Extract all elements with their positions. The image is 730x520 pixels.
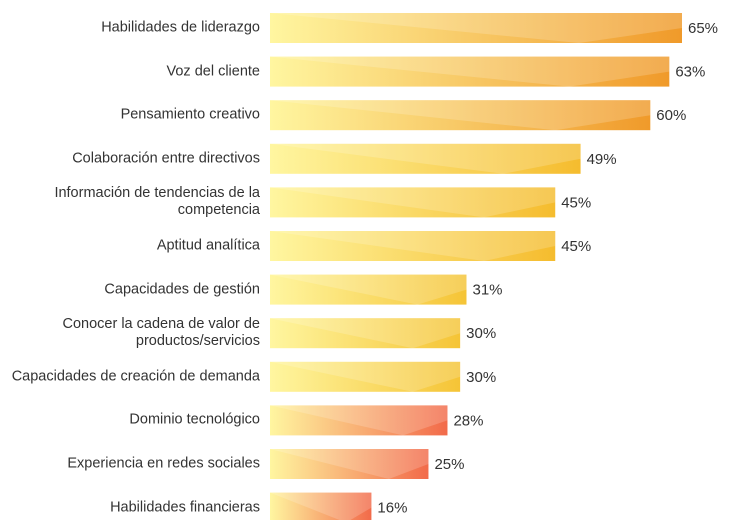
category-label: Experiencia en redes sociales	[67, 455, 260, 472]
value-label: 63%	[675, 64, 705, 81]
bar	[270, 56, 670, 87]
category-label: Voz del cliente	[166, 63, 260, 80]
bar-shine	[270, 492, 372, 520]
category-label: Aptitud analítica	[156, 237, 260, 254]
bar-shine	[270, 274, 467, 305]
value-label: 30%	[466, 369, 496, 386]
bar	[270, 449, 429, 479]
value-label: 49%	[587, 151, 617, 168]
bar-shine	[270, 143, 581, 174]
bar	[270, 187, 556, 218]
value-label: 16%	[377, 500, 407, 517]
value-label: 25%	[434, 456, 464, 473]
bar	[270, 13, 682, 43]
value-label: 45%	[561, 194, 591, 211]
bar-shine	[270, 361, 461, 392]
bar	[270, 492, 372, 520]
bar	[270, 100, 651, 131]
category-label: Capacidades de creación de demanda	[11, 368, 260, 385]
bar	[270, 231, 556, 261]
bar-shine	[270, 56, 670, 87]
bar	[270, 274, 467, 305]
value-label: 60%	[656, 107, 686, 124]
bar	[270, 318, 461, 349]
category-label: Capacidades de gestión	[104, 281, 260, 298]
bar	[270, 143, 581, 174]
category-label: Información de tendencias de la competen…	[54, 185, 260, 219]
bar-shine	[270, 187, 556, 218]
category-label: Pensamiento creativo	[120, 106, 260, 123]
category-label: Habilidades de liderazgo	[101, 19, 260, 36]
bar-shine	[270, 13, 682, 43]
category-label: Conocer la cadena de valor de productos/…	[62, 316, 261, 350]
value-label: 65%	[688, 20, 718, 37]
category-label: Habilidades financieras	[110, 499, 260, 516]
value-label: 30%	[466, 325, 496, 342]
value-label: 45%	[561, 238, 591, 255]
bar-shine	[270, 100, 651, 131]
value-label: 31%	[472, 282, 502, 299]
bar	[270, 405, 448, 436]
category-label: Dominio tecnológico	[129, 411, 260, 428]
bar-shine	[270, 405, 448, 436]
value-label: 28%	[453, 412, 483, 429]
bar-shine	[270, 231, 556, 261]
bar	[270, 361, 461, 392]
bar-shine	[270, 449, 429, 479]
bar-shine	[270, 318, 461, 349]
category-label: Colaboración entre directivos	[72, 150, 260, 167]
